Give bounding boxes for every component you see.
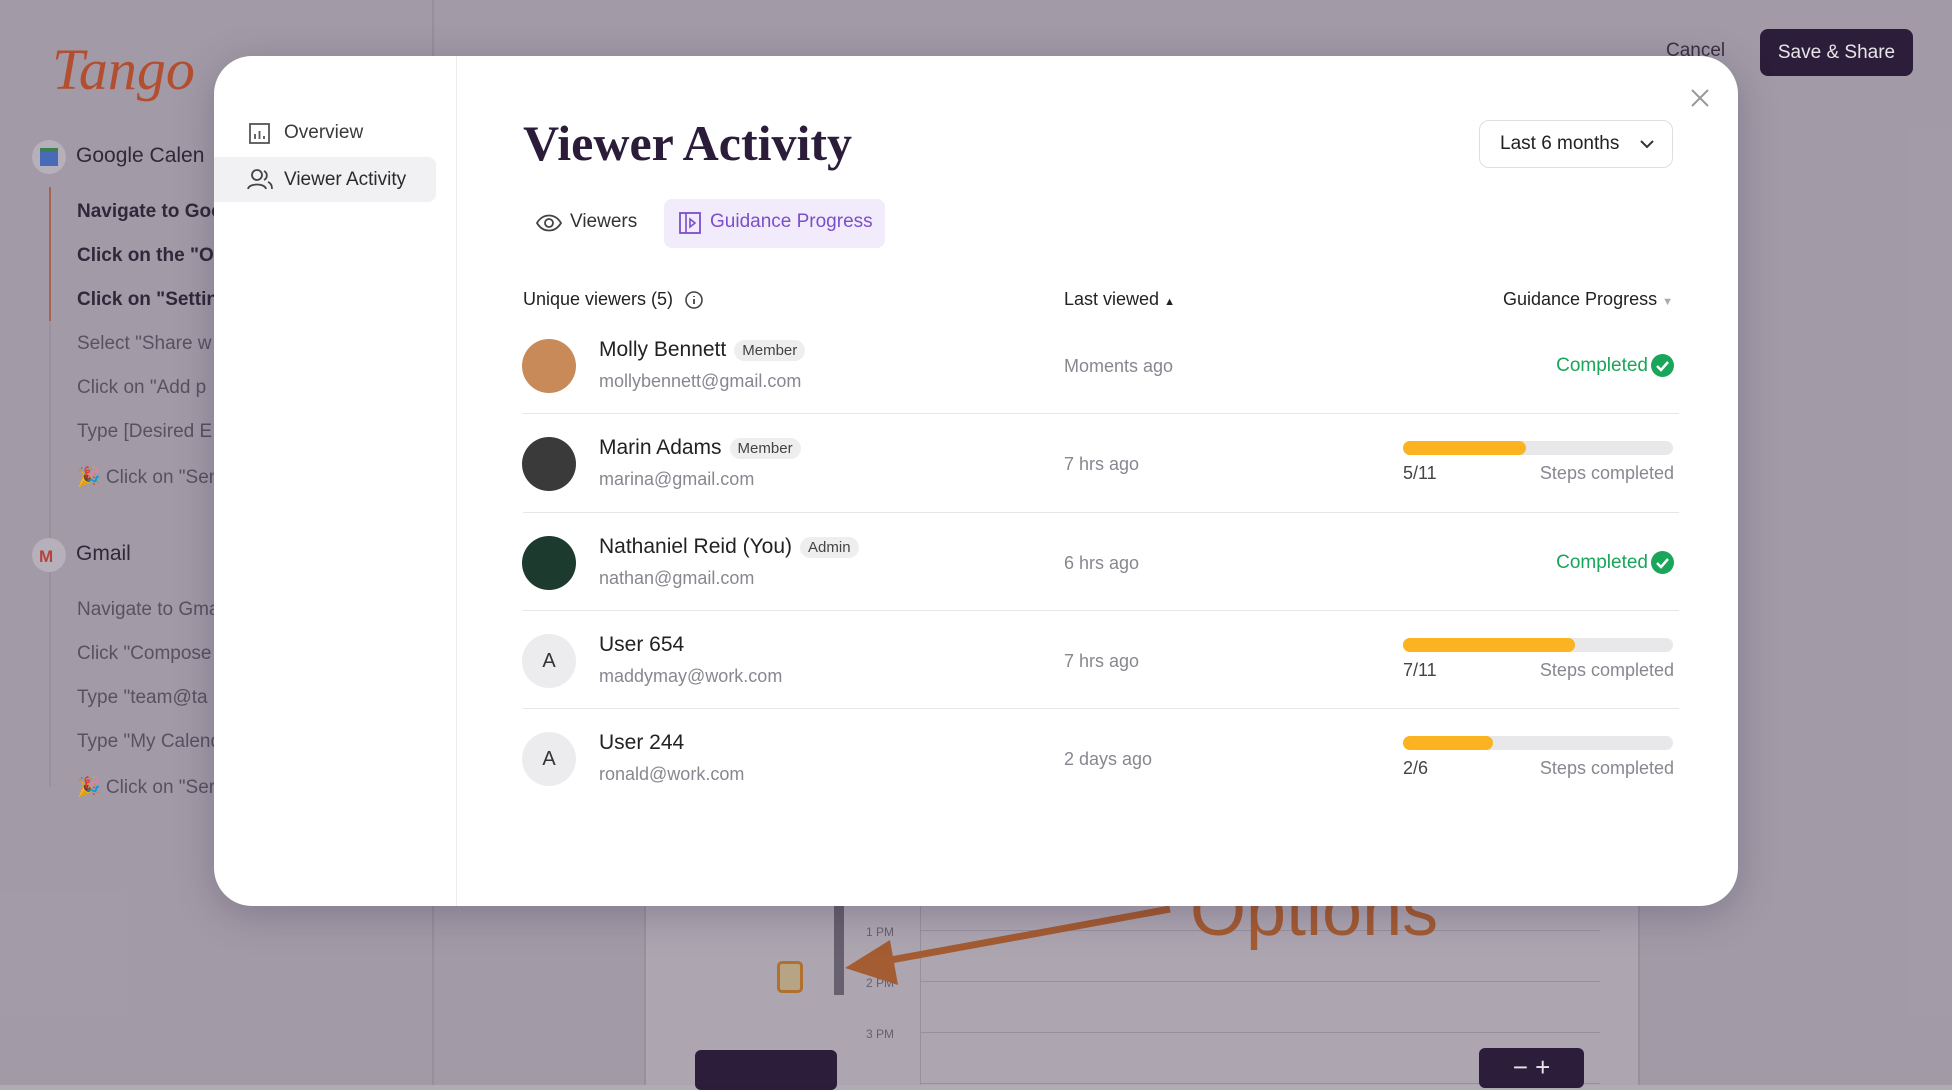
time-label: 1 PM bbox=[866, 925, 895, 939]
zoom-toolbar: − + bbox=[1479, 1048, 1584, 1088]
check-icon bbox=[1651, 354, 1674, 377]
info-icon[interactable] bbox=[684, 290, 704, 310]
role-badge: Member bbox=[734, 340, 806, 361]
progress-caption: Steps completed bbox=[1539, 659, 1674, 680]
viewer-email: mollybennett@gmail.com bbox=[599, 371, 802, 391]
column-header[interactable]: Guidance Progress ▼ bbox=[1503, 289, 1673, 309]
viewer-activity-modal: Overview Viewer Activity Viewer Activity… bbox=[214, 56, 1738, 906]
viewer-name: Marin Adams bbox=[599, 436, 722, 460]
last-viewed: 6 hrs ago bbox=[1064, 552, 1140, 573]
avatar: A bbox=[522, 633, 576, 688]
step-item: Type "My Calend bbox=[77, 731, 222, 752]
step-item: Click "Compose bbox=[77, 643, 212, 664]
row-divider bbox=[523, 511, 1679, 513]
logo: Tango bbox=[52, 37, 195, 102]
tab[interactable]: Viewers bbox=[570, 211, 638, 232]
role-badge: Member bbox=[729, 438, 801, 460]
step-item: Click on "Setting bbox=[77, 289, 230, 310]
step-item: Click on the "Op bbox=[77, 245, 226, 266]
progress-caption: Steps completed bbox=[1539, 463, 1674, 484]
edit-toolbar bbox=[695, 1050, 837, 1090]
progress-count: 5/11 bbox=[1403, 463, 1437, 484]
save-share-button[interactable]: Save & Share bbox=[1760, 29, 1913, 76]
progress-caption: Steps completed bbox=[1539, 758, 1674, 779]
step-line bbox=[49, 187, 51, 787]
app-icon: M bbox=[32, 538, 66, 572]
step-line-active bbox=[49, 187, 51, 321]
range-dropdown[interactable]: Last 6 months bbox=[1479, 120, 1673, 168]
time-label: 3 PM bbox=[866, 1027, 895, 1041]
column-label: Last viewed bbox=[1064, 289, 1160, 309]
section-title: Google Calen bbox=[76, 144, 205, 167]
row-divider bbox=[523, 609, 1679, 611]
viewer-name: User 244 bbox=[599, 731, 685, 755]
column-header[interactable]: Last viewed ▲ bbox=[1064, 289, 1175, 309]
status-completed: Completed bbox=[1556, 551, 1648, 573]
viewer-email: maddymay@work.com bbox=[599, 665, 783, 686]
step-item: Navigate to Goo bbox=[77, 201, 223, 222]
row-divider bbox=[523, 413, 1679, 415]
viewers-tab-icon bbox=[535, 214, 563, 232]
step-item: 🎉 Click on "Ser bbox=[77, 777, 216, 798]
progress-bar bbox=[1403, 736, 1493, 751]
viewer-name: Nathaniel Reid (You) bbox=[599, 534, 793, 558]
arrow bbox=[845, 905, 1171, 985]
viewer-icon bbox=[247, 169, 273, 190]
avatar bbox=[522, 339, 576, 393]
tab[interactable]: Guidance Progress bbox=[710, 211, 873, 232]
viewer-email: marina@gmail.com bbox=[599, 469, 755, 490]
last-viewed: 7 hrs ago bbox=[1064, 454, 1140, 475]
status-completed: Completed bbox=[1556, 355, 1648, 376]
nav-item[interactable]: Viewer Activity bbox=[284, 169, 407, 190]
column-header: Unique viewers (5) bbox=[523, 289, 674, 309]
avatar: A bbox=[522, 732, 576, 787]
cancel-button[interactable]: Cancel bbox=[1666, 40, 1726, 61]
modal-nav bbox=[214, 56, 457, 906]
close-button[interactable] bbox=[1690, 88, 1710, 108]
nav-item[interactable]: Overview bbox=[284, 122, 364, 143]
column-label: Guidance Progress bbox=[1503, 289, 1658, 309]
range-label: Last 6 months bbox=[1500, 133, 1620, 154]
step-item: Type [Desired E bbox=[77, 421, 213, 442]
options-icon[interactable] bbox=[777, 961, 803, 993]
guidance-tab-icon bbox=[679, 212, 701, 234]
scroll-bar bbox=[834, 905, 844, 995]
viewer-name: User 654 bbox=[599, 632, 685, 656]
app-icon bbox=[32, 140, 66, 174]
progress-bar bbox=[1403, 441, 1526, 456]
progress-count: 7/11 bbox=[1403, 659, 1437, 680]
row-divider bbox=[523, 708, 1679, 710]
section-title: Gmail bbox=[76, 542, 131, 565]
last-viewed: 2 days ago bbox=[1064, 749, 1153, 770]
step-item: Type "team@ta bbox=[77, 687, 208, 708]
last-viewed: 7 hrs ago bbox=[1064, 650, 1140, 671]
viewer-email: nathan@gmail.com bbox=[599, 567, 755, 588]
viewer-name: Molly Bennett bbox=[599, 338, 727, 361]
step-item: Navigate to Gma bbox=[77, 599, 220, 620]
step-item: 🎉 Click on "Sen bbox=[77, 467, 220, 488]
role-badge: Admin bbox=[800, 536, 859, 558]
nav-active-bg bbox=[214, 157, 436, 202]
progress-count: 2/6 bbox=[1403, 758, 1429, 779]
step-item: Click on "Add p bbox=[77, 377, 207, 398]
avatar bbox=[522, 535, 576, 590]
avatar bbox=[522, 437, 576, 492]
check-icon bbox=[1651, 550, 1674, 574]
viewer-email: ronald@work.com bbox=[599, 764, 745, 785]
overview-icon bbox=[249, 123, 270, 144]
last-viewed: Moments ago bbox=[1064, 356, 1174, 376]
progress-bar bbox=[1403, 637, 1575, 652]
modal-title: Viewer Activity bbox=[523, 115, 853, 171]
step-item: Select "Share w bbox=[77, 333, 212, 354]
